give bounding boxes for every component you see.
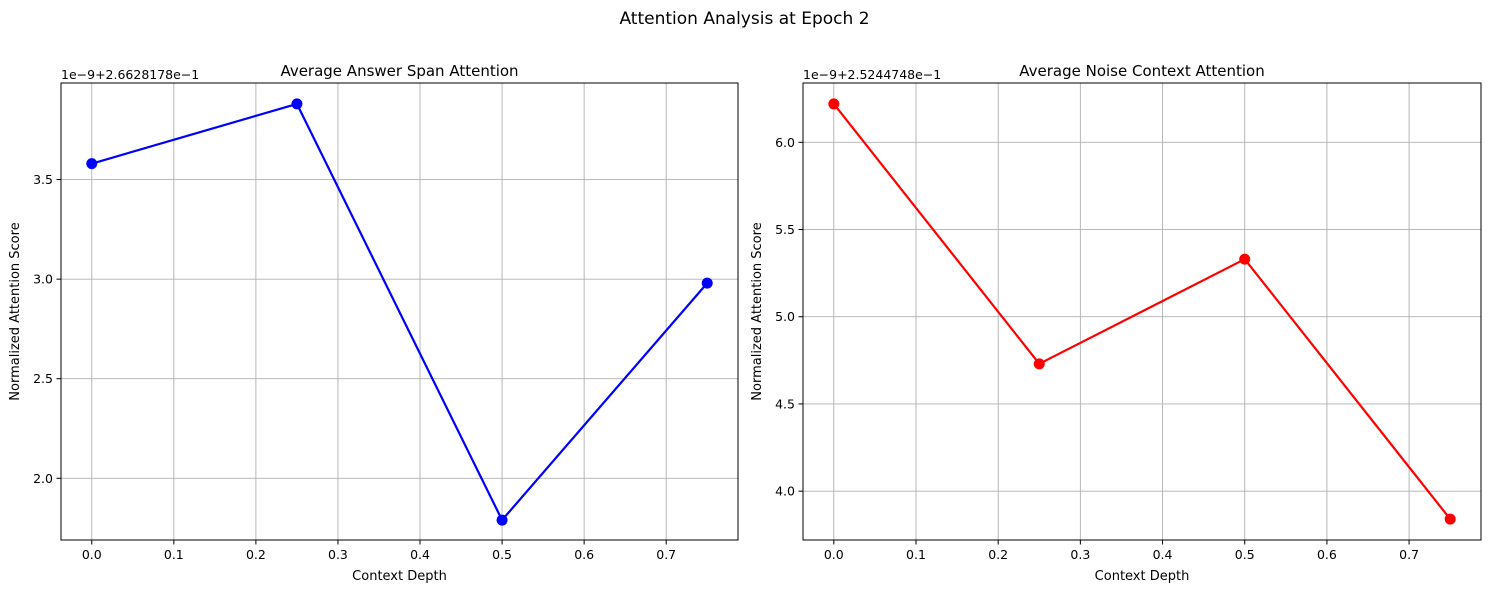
- x-tick-label: 0.1: [906, 547, 926, 562]
- x-tick-label: 0.5: [492, 547, 512, 562]
- x-tick-label: 0.0: [824, 547, 844, 562]
- axes-frame: [802, 82, 1482, 541]
- axes-frame: [60, 82, 739, 541]
- x-tick-label: 0.2: [246, 547, 266, 562]
- chart-title: Average Noise Context Attention: [1019, 62, 1265, 80]
- data-point: [291, 98, 303, 110]
- y-offset-label: 1e−9+2.6628178e−1: [61, 67, 199, 82]
- series-line: [832, 103, 1452, 520]
- x-tick-label: 0.4: [1153, 547, 1173, 562]
- x-tick-label: 0.6: [1317, 547, 1337, 562]
- data-point: [828, 98, 840, 110]
- data-point: [1444, 513, 1456, 525]
- y-tick-label: 5.5: [775, 222, 795, 237]
- x-tick-label: 0.7: [656, 547, 676, 562]
- y-tick-label: 4.5: [775, 396, 795, 411]
- x-tick-label: 0.4: [410, 547, 430, 562]
- y-axis-label: Normalized Attention Score: [8, 222, 23, 400]
- figure-suptitle: Attention Analysis at Epoch 2: [619, 9, 869, 29]
- y-tick-label: 2.0: [33, 471, 53, 486]
- x-tick-label: 0.5: [1235, 547, 1255, 562]
- x-tick-label: 0.1: [164, 547, 184, 562]
- series-line: [91, 102, 709, 522]
- x-tick-label: 0.0: [82, 547, 102, 562]
- left-chart: 0.0 0.1 0.2 0.3 0.4 0.5 0.6 0.7 2.0 2.5 3.0 3.5 1e−9…: [8, 62, 739, 584]
- x-tick-label: 0.6: [574, 547, 594, 562]
- y-tick-label: 4.0: [775, 484, 795, 499]
- y-tick-label: 3.0: [33, 272, 53, 287]
- x-tick-label: 0.3: [1070, 547, 1090, 562]
- x-axis-label: Context Depth: [352, 569, 447, 584]
- right-chart: 0.0 0.1 0.2 0.3 0.4 0.5 0.6 0.7 4.0 4.5 5.0 5.5 6.0 1…: [750, 62, 1482, 584]
- chart-title: Average Answer Span Attention: [280, 62, 518, 80]
- data-point: [1033, 358, 1045, 370]
- y-axis-label: Normalized Attention Score: [750, 222, 765, 400]
- y-tick-label: 5.0: [775, 309, 795, 324]
- x-tick-label: 0.3: [328, 547, 348, 562]
- x-tick-label: 0.2: [988, 547, 1008, 562]
- y-tick-label: 3.5: [33, 172, 53, 187]
- y-tick-label: 2.5: [33, 371, 53, 386]
- x-tick-label: 0.7: [1399, 547, 1419, 562]
- x-axis-label: Context Depth: [1095, 569, 1190, 584]
- data-point: [86, 158, 98, 170]
- y-tick-label: 6.0: [775, 135, 795, 150]
- y-offset-label: 1e−9+2.5244748e−1: [803, 67, 941, 82]
- data-point: [701, 277, 713, 289]
- data-point: [1239, 253, 1251, 265]
- data-point: [496, 514, 508, 526]
